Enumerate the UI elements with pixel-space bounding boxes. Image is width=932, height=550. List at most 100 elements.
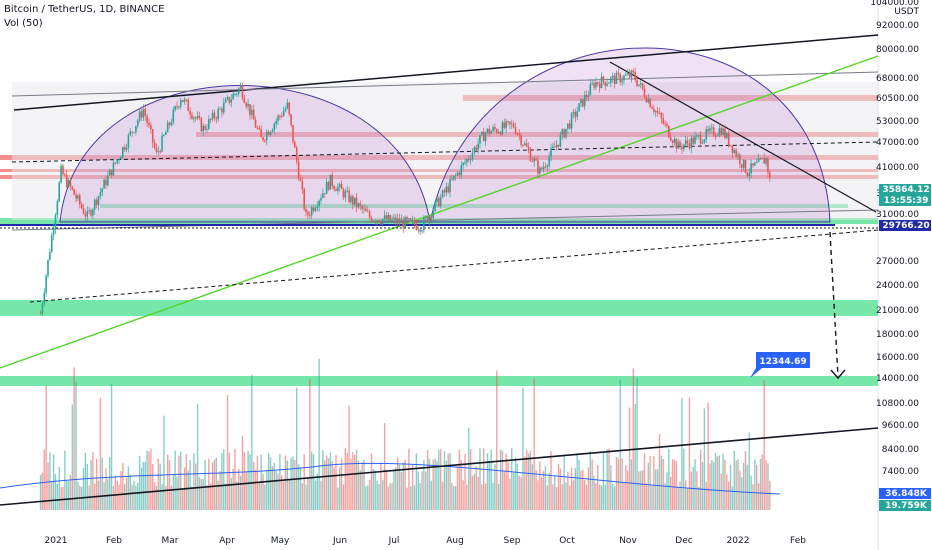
volume-bar	[365, 486, 367, 510]
volume-bar	[350, 458, 352, 510]
candle-body	[421, 230, 423, 232]
candle-body	[497, 132, 500, 134]
candle-body	[724, 128, 726, 138]
volume-bar	[522, 388, 524, 510]
candle-body	[696, 135, 698, 137]
volume-bar	[696, 471, 698, 510]
candle-body	[494, 127, 496, 130]
candle-body	[733, 150, 736, 153]
volume-bar	[641, 470, 644, 510]
volume-bar	[724, 459, 726, 510]
volume-bar	[122, 463, 124, 510]
candle-body	[664, 123, 666, 125]
candle-body	[447, 186, 449, 193]
volume-bar	[215, 457, 217, 510]
volume-bar	[673, 459, 676, 510]
volume-bar	[144, 461, 146, 510]
candle-body	[679, 141, 681, 147]
candle-body	[198, 116, 201, 118]
candle-body	[133, 132, 135, 134]
candle-body	[290, 114, 292, 125]
volume-bar	[408, 448, 410, 510]
volume-bar	[253, 461, 255, 510]
volume-bar	[249, 454, 251, 510]
volume-group	[39, 358, 771, 510]
candle-body	[391, 218, 393, 221]
candle-body	[623, 75, 625, 81]
candle-body	[750, 163, 752, 174]
candle-body	[221, 108, 223, 113]
volume-bar	[632, 368, 635, 510]
price-tick-label: 21000.00	[876, 306, 919, 316]
volume-bar	[174, 450, 176, 510]
volume-bar	[385, 469, 388, 510]
candle-body	[707, 129, 709, 132]
volume-bar	[135, 485, 137, 510]
volume-bar	[533, 378, 535, 510]
candle-body	[572, 111, 575, 114]
volume-bar	[705, 481, 707, 510]
candle-body	[49, 252, 51, 260]
candle-body	[456, 172, 459, 176]
volume-bar	[346, 453, 348, 510]
candle-body	[408, 218, 410, 220]
volume-bar	[258, 482, 261, 510]
candle-body	[563, 129, 565, 138]
candle-body	[288, 102, 291, 115]
volume-bar	[640, 470, 642, 510]
candle-body	[512, 123, 515, 128]
candle-body	[546, 165, 549, 168]
candle-body	[357, 203, 360, 208]
candle-body	[114, 162, 117, 164]
volume-bar	[649, 455, 651, 510]
volume-bar	[219, 471, 221, 510]
candle-body	[711, 127, 713, 129]
candle-body	[598, 84, 601, 89]
candle-body	[481, 131, 483, 136]
candle-body	[368, 211, 371, 218]
time-tick-label: Oct	[559, 536, 575, 546]
candle-body	[256, 127, 259, 129]
candle-body	[273, 123, 276, 130]
candle-body	[140, 111, 143, 118]
candle-body	[312, 207, 315, 211]
volume-bar	[410, 486, 412, 510]
candle-body	[62, 165, 64, 175]
volume-bar	[604, 484, 606, 510]
volume-bar	[172, 474, 174, 510]
candle-body	[712, 127, 715, 136]
candle-body	[170, 122, 173, 126]
volume-bar	[509, 478, 511, 510]
volume-tag-2-text: 19.759K	[885, 501, 928, 511]
candle-body	[105, 179, 107, 186]
volume-bar	[380, 462, 382, 510]
candle-body	[714, 135, 717, 137]
volume-bar	[189, 460, 191, 510]
volume-bar	[741, 477, 743, 510]
candle-body	[759, 158, 762, 160]
candle-body	[395, 217, 397, 224]
price-tick-label: 14000.00	[876, 374, 919, 384]
support-tag-text: 29766.20	[882, 221, 929, 231]
candle-body	[473, 147, 476, 153]
candle-body	[174, 106, 176, 110]
volume-bar	[324, 460, 326, 510]
candle-body	[767, 157, 769, 173]
volume-bar	[239, 475, 242, 510]
volume-bar	[713, 462, 715, 510]
volume-bar	[548, 472, 550, 510]
volume-bar	[262, 473, 264, 510]
candle-body	[522, 144, 524, 146]
candle-body	[353, 197, 356, 205]
volume-bar	[284, 455, 287, 510]
candle-body	[280, 115, 283, 117]
volume-tick-label: 9600.00	[882, 421, 919, 431]
volume-bar	[585, 484, 588, 510]
volume-bar	[196, 403, 199, 510]
candle-body	[307, 211, 309, 216]
volume-bar	[322, 450, 324, 510]
current-price-tag-text: 35864.12	[882, 185, 929, 195]
candle-body	[600, 76, 603, 89]
candle-body	[477, 143, 479, 151]
candle-body	[507, 121, 509, 123]
